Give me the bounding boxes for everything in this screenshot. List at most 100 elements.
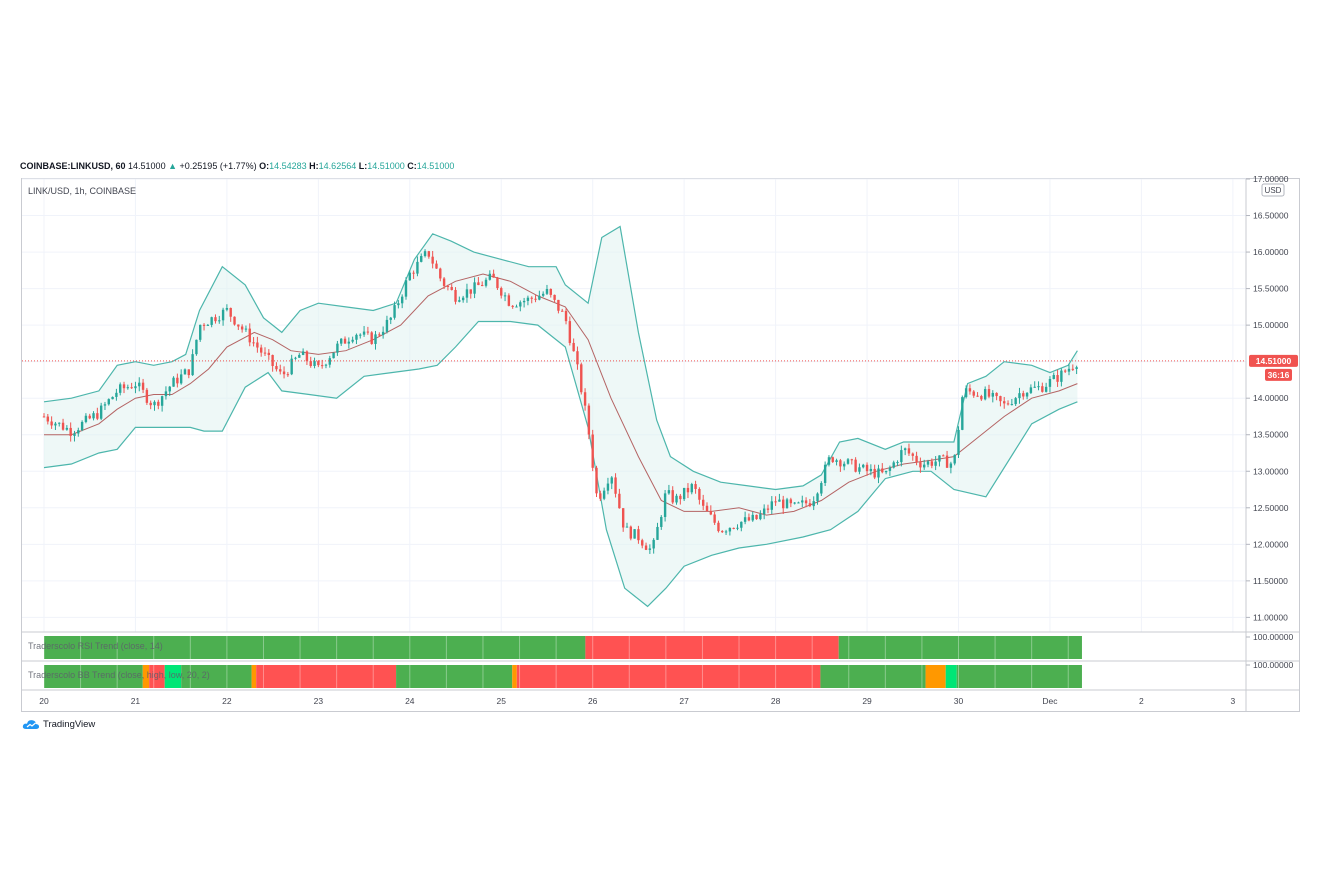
low-label: L:	[358, 161, 368, 171]
candle-body	[587, 405, 591, 435]
candle-body	[751, 514, 754, 521]
candle-body	[507, 295, 511, 306]
open-label: O:	[259, 161, 270, 171]
candle-body	[808, 503, 812, 507]
up-arrow-icon: ▲	[168, 161, 178, 171]
close-value: 14.51000	[416, 161, 455, 171]
candle-body	[469, 289, 472, 294]
candle-body	[347, 341, 351, 344]
candle-body	[126, 387, 130, 389]
countdown-tag-label: 36:16	[1268, 370, 1290, 380]
cloud-icon	[22, 720, 40, 729]
rsi-trend-label[interactable]: Traderscolo RSI Trend (close, 14)	[28, 641, 163, 651]
candle-body	[389, 317, 392, 320]
price-tick-label: 17.00000	[1253, 174, 1289, 184]
candle-body	[698, 488, 701, 500]
time-tick-label: 26	[588, 696, 598, 706]
candle-body	[797, 502, 800, 504]
bollinger-bands	[43, 225, 1078, 608]
candle-body	[46, 416, 50, 422]
tradingview-logo[interactable]: TradingView	[22, 719, 95, 730]
candle-body	[336, 343, 339, 353]
candle-body	[652, 539, 655, 549]
candle-body	[267, 352, 271, 356]
candle-body	[225, 307, 229, 310]
candle-body	[1075, 367, 1078, 369]
candle-body	[450, 286, 453, 290]
last-price-tag	[1249, 354, 1298, 367]
candle-body	[903, 448, 907, 451]
candle-body	[823, 464, 827, 484]
candle-body	[614, 477, 617, 494]
bb-trend-label[interactable]: Traderscolo BB Trend (close, high, low, …	[28, 670, 210, 680]
candle-body	[949, 463, 953, 468]
symbol-header: COINBASE:LINKUSD, 60 14.51000 ▲ +0.25195…	[20, 161, 454, 171]
candle-body	[583, 392, 587, 406]
candle-body	[343, 338, 347, 344]
time-tick-label: 25	[497, 696, 507, 706]
candle-body	[968, 388, 972, 392]
candle-body	[355, 334, 358, 340]
candle-body	[976, 395, 979, 397]
candle-body	[99, 405, 103, 419]
candle-body	[576, 351, 579, 365]
candle-body	[374, 334, 377, 344]
time-axis: 20 21 22 23 24 25 26 27 28 29 30 Dec 2 3	[22, 689, 1299, 706]
candle-body	[755, 514, 758, 520]
candle-body	[282, 371, 286, 375]
candle-body	[183, 369, 187, 375]
high-value: 14.62564	[318, 161, 357, 171]
symbol-name[interactable]: COINBASE:LINKUSD, 60	[20, 161, 126, 171]
candle-body	[702, 499, 705, 506]
candle-body	[785, 499, 789, 509]
candle-body	[812, 501, 815, 507]
last-price-tag-label: 14.51000	[1256, 356, 1292, 366]
candle-body	[728, 527, 732, 532]
bb-trend-segment-green	[820, 665, 926, 688]
time-tick-label: 29	[862, 696, 872, 706]
candle-body	[1048, 378, 1052, 387]
candle-body	[77, 430, 80, 434]
candle-body	[290, 358, 293, 375]
candle-body	[1006, 403, 1010, 405]
candle-body	[782, 499, 785, 509]
candle-body	[724, 531, 728, 533]
candle-body	[900, 450, 903, 463]
candle-body	[934, 461, 937, 466]
candle-body	[938, 455, 941, 462]
candle-body	[641, 540, 644, 546]
candle-body	[709, 511, 713, 515]
candle-body	[503, 295, 507, 297]
candle-body	[919, 462, 922, 468]
candle-body	[945, 455, 949, 468]
candle-body	[648, 548, 652, 550]
candle-body	[96, 413, 99, 419]
candle-body	[1037, 386, 1040, 388]
indicator-axis-value: 100.00000	[1253, 660, 1293, 670]
candle-body	[625, 526, 629, 528]
candle-body	[279, 369, 282, 372]
candle-body	[557, 299, 560, 311]
candle-body	[305, 351, 309, 362]
candle-body	[1010, 404, 1014, 406]
bb-trend-segment-green	[44, 665, 143, 688]
candle-body	[221, 309, 225, 321]
candle-body	[172, 377, 175, 387]
candle-body	[378, 334, 381, 336]
candle-body	[690, 484, 693, 493]
candle-body	[160, 396, 164, 406]
candle-body	[987, 389, 991, 397]
bb-trend-segment-teal	[945, 665, 957, 688]
candle-body	[820, 483, 823, 494]
candle-body	[179, 374, 183, 384]
candle-body	[370, 332, 373, 344]
price-tick-label: 15.00000	[1253, 320, 1289, 330]
candle-body	[858, 467, 861, 472]
candle-body	[286, 374, 290, 376]
candle-body	[801, 500, 804, 503]
candle-body	[210, 317, 213, 325]
candle-body	[759, 514, 762, 520]
candle-body	[564, 310, 568, 322]
candle-body	[214, 317, 217, 322]
